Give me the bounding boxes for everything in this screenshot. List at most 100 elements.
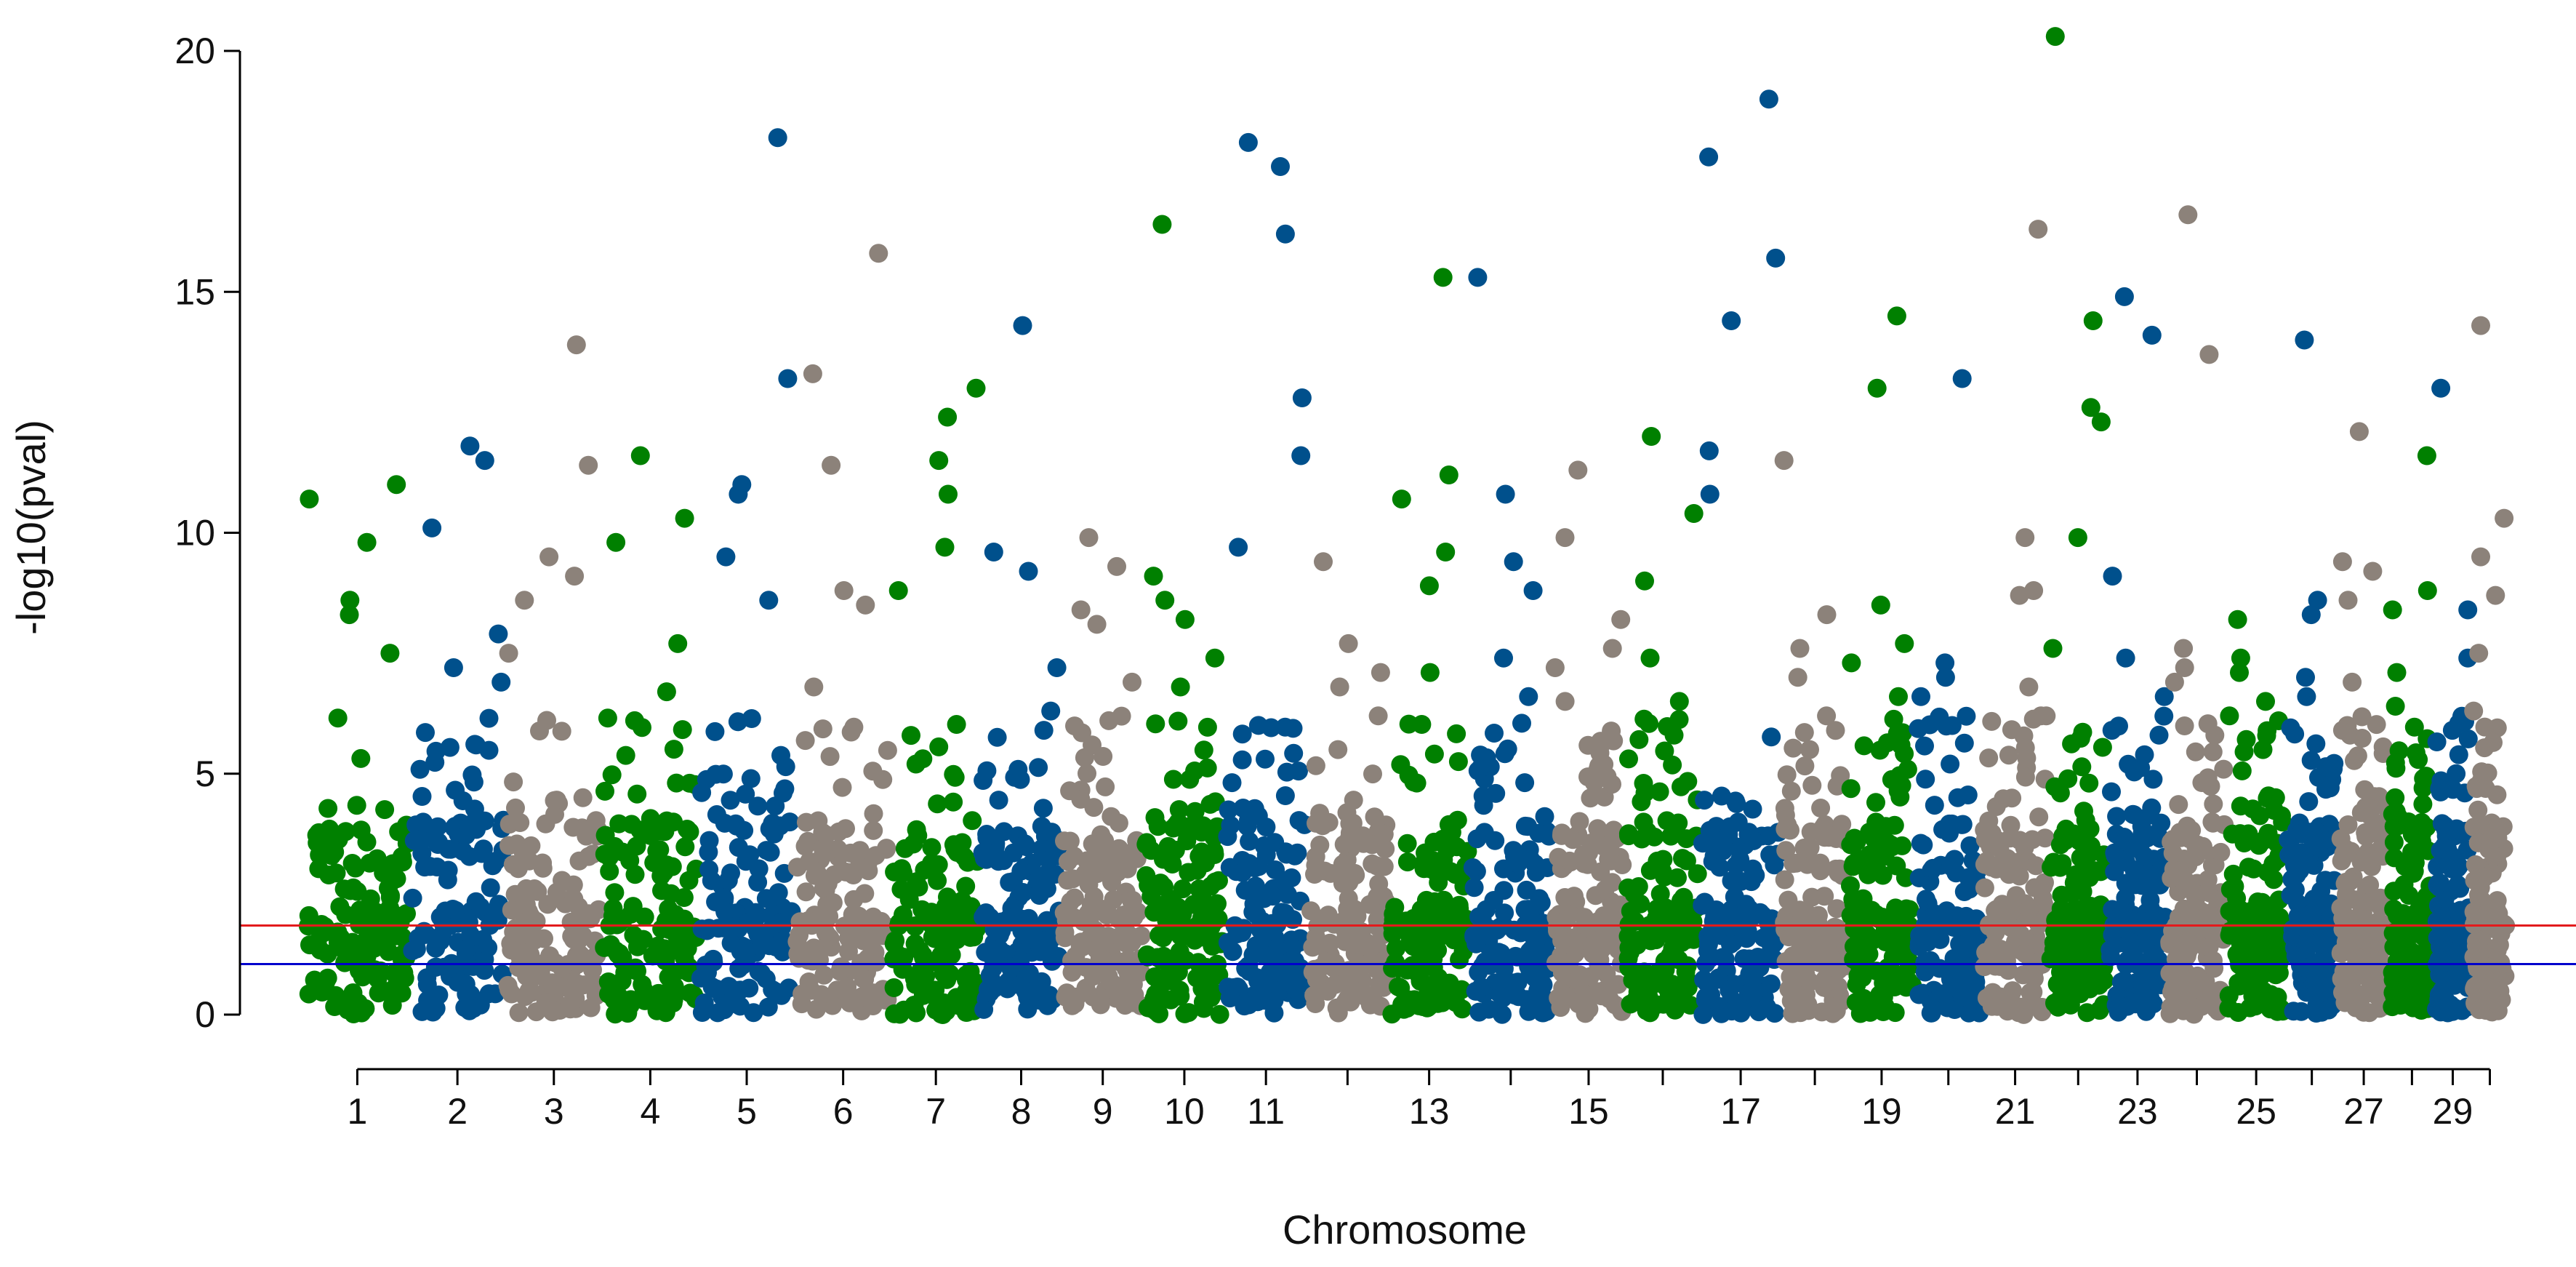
chr29-peak-point — [2442, 721, 2462, 740]
chr18-point — [1781, 820, 1799, 840]
chr14-peak-point — [1496, 484, 1515, 504]
chr27-point — [2361, 892, 2380, 911]
chr23-point — [2124, 946, 2143, 965]
chr15-peak-point — [1568, 460, 1588, 480]
chr3-point — [504, 772, 523, 792]
chr4-peak-point — [625, 711, 644, 730]
chr27-point — [2338, 815, 2358, 834]
chr7-point — [884, 978, 904, 997]
chr3-point — [521, 836, 541, 855]
chr27-point — [2364, 821, 2383, 841]
chr7-point — [944, 764, 963, 784]
chr9-point — [1122, 932, 1141, 952]
chr2-point — [462, 814, 481, 834]
chr17-peak-point — [1766, 248, 1786, 268]
chr6-point — [836, 819, 855, 839]
chr1-peak-point — [387, 475, 406, 495]
chr15-point — [1602, 775, 1621, 794]
chr11-point — [1275, 786, 1295, 805]
chr18-peak-point — [1817, 605, 1837, 625]
chr13-peak-point — [1419, 576, 1439, 596]
x-axis-title: Chromosome — [1283, 1207, 1527, 1252]
chr22-point — [2066, 874, 2085, 893]
chr4-point — [633, 930, 653, 949]
chr6-point — [838, 977, 857, 996]
chr3-point — [525, 879, 545, 898]
chr6-point — [854, 969, 873, 988]
chr22-point — [2079, 979, 2099, 999]
chr26-point — [2299, 792, 2319, 812]
chr23-peak-point — [2154, 687, 2174, 706]
chr3-point — [573, 926, 593, 946]
chr8-peak-point — [1034, 721, 1054, 740]
chr12-point — [1363, 854, 1382, 874]
chr18-point — [1812, 1002, 1831, 1022]
chr19-point — [1854, 736, 1874, 756]
x-tick-label: 13 — [1409, 1091, 1450, 1132]
chr17-peak-point — [1699, 441, 1719, 460]
chr27-point — [2367, 715, 2386, 735]
chr28-point — [2383, 923, 2403, 943]
chr16-point — [1678, 978, 1698, 997]
chr2-point — [440, 738, 460, 757]
chr5-point — [758, 997, 778, 1017]
chr14-point — [1491, 943, 1511, 963]
chr10-point — [1155, 877, 1173, 897]
chr26-point — [2292, 1002, 2311, 1021]
chr7-point — [956, 982, 976, 1002]
chr1-point — [379, 942, 398, 962]
chr29-point — [2431, 782, 2450, 802]
chr8-point — [1033, 799, 1053, 818]
chr20-point — [1915, 962, 1935, 982]
chr27-point — [2344, 909, 2364, 929]
chr25-point — [2220, 879, 2240, 899]
chr27-point — [2340, 871, 2360, 891]
chr1-point — [334, 879, 354, 899]
chr29-point — [2458, 729, 2478, 748]
chr4-point — [651, 866, 671, 886]
chr2-point — [438, 870, 457, 890]
chr13-point — [1397, 852, 1417, 872]
chr16-peak-point — [1635, 571, 1654, 591]
chr16-point — [1665, 1000, 1685, 1020]
chr19-peak-point — [1867, 378, 1887, 398]
chr26-peak-point — [2324, 759, 2343, 779]
chr16-peak-point — [1640, 648, 1660, 668]
chr8-point — [976, 903, 995, 922]
chr9-point — [1060, 831, 1080, 851]
chr7-point — [924, 986, 944, 1005]
chr3-point — [516, 895, 536, 914]
chr15-point — [1602, 722, 1621, 741]
chr21-point — [2015, 944, 2035, 964]
chr7-point — [888, 944, 907, 964]
chr17-peak-point — [1759, 89, 1778, 109]
chr7-point — [905, 934, 925, 954]
chr5-point — [748, 796, 768, 816]
chr3-point — [506, 798, 525, 818]
chr18-point — [1813, 818, 1833, 837]
chr9-peak-point — [1079, 528, 1099, 548]
chr23-point — [2116, 874, 2135, 893]
chr11-point — [1283, 719, 1303, 738]
chr10-point — [1179, 863, 1198, 882]
chr21-point — [2007, 886, 2026, 906]
chr21-point — [2010, 831, 2029, 850]
chr15-point — [1594, 836, 1613, 856]
chr21-point — [1999, 961, 2018, 980]
chr16-point — [1668, 868, 1687, 887]
chr23-point — [2142, 798, 2162, 818]
chr10-peak-point — [1152, 215, 1172, 234]
chr25-point — [2239, 824, 2258, 844]
chr18-peak-point — [1800, 740, 1819, 759]
chr6-point — [863, 762, 883, 781]
chr5-point — [746, 903, 766, 922]
chr8-point — [976, 943, 995, 962]
chr26-point — [2304, 890, 2324, 909]
chr4-point — [621, 990, 641, 1010]
chr22-point — [2047, 975, 2067, 994]
chr24-point — [2175, 716, 2194, 735]
points-layer — [299, 27, 2516, 1024]
chr7-peak-point — [938, 407, 958, 427]
chr19-point — [1858, 865, 1878, 884]
chr4-point — [652, 881, 671, 900]
